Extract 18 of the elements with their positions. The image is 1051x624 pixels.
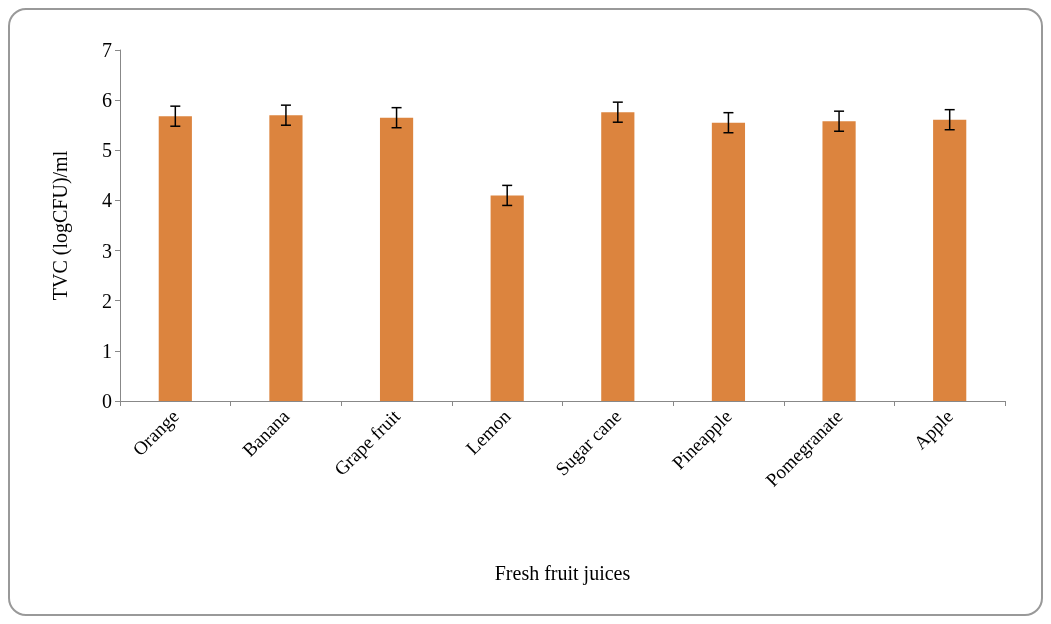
y-axis-title: TVC (logCFU)/ml — [49, 150, 72, 301]
bar — [158, 116, 192, 401]
bar — [933, 119, 967, 401]
y-tick-label: 7 — [102, 39, 112, 61]
y-tick-label: 0 — [102, 390, 112, 412]
y-tick-label: 4 — [102, 189, 112, 212]
bar — [269, 115, 303, 401]
y-tick-label: 3 — [102, 239, 112, 262]
bar — [490, 195, 524, 401]
bar — [711, 122, 746, 401]
y-tick-label: 1 — [102, 339, 112, 362]
y-tick-label: 5 — [102, 139, 112, 162]
y-tick-label: 2 — [102, 289, 112, 312]
bar — [601, 112, 635, 401]
bar — [379, 117, 414, 401]
y-tick-label: 6 — [102, 89, 112, 112]
x-axis-title: Fresh fruit juices — [494, 562, 631, 585]
bar — [822, 121, 856, 401]
